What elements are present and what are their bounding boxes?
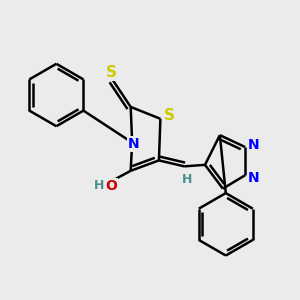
Text: H: H [93, 179, 104, 192]
Text: O: O [105, 179, 117, 193]
Text: S: S [106, 65, 117, 80]
Text: N: N [128, 137, 140, 151]
Text: H: H [182, 173, 192, 186]
Text: S: S [164, 108, 175, 123]
Text: N: N [248, 138, 259, 152]
Text: N: N [248, 171, 259, 184]
